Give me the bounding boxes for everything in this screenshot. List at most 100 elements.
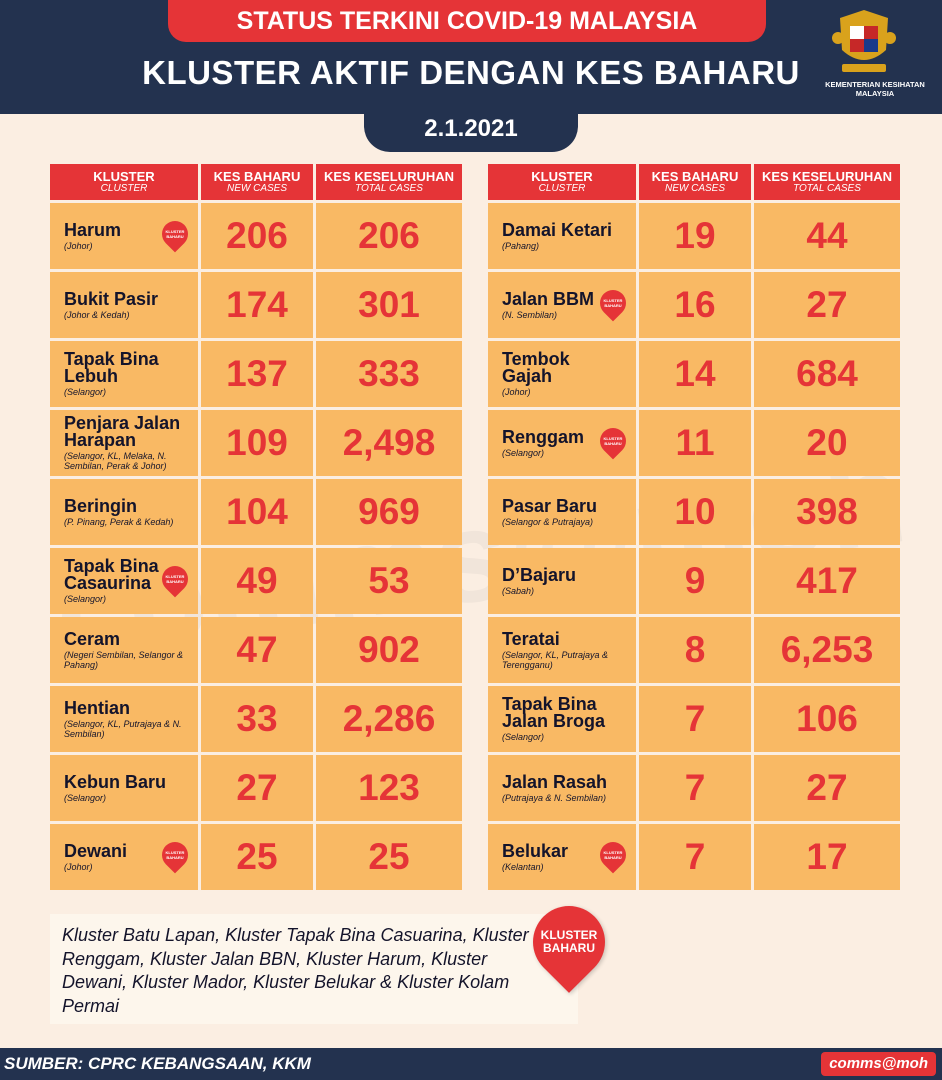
cluster-location: (Selangor & Putrajaya) <box>502 516 594 527</box>
cluster-name: Penjara Jalan Harapan <box>64 413 181 450</box>
total-cases-value: 123 <box>358 767 420 808</box>
new-cases-cell: 11 <box>639 410 751 476</box>
header-new-sublabel: NEW CASES <box>664 183 725 194</box>
cluster-location: (N. Sembilan) <box>502 309 558 320</box>
new-cases-value: 14 <box>674 353 716 394</box>
new-cases-value: 7 <box>684 767 706 808</box>
total-cases-value: 44 <box>806 215 848 256</box>
table-row: Damai Ketari (Pahang) 19 44 <box>488 203 900 269</box>
source-label: SUMBER: CPRC KEBANGSAAN, KKM <box>4 1054 311 1073</box>
new-cases-value: 19 <box>674 215 716 256</box>
cluster-location: (Selangor, KL, Putrajaya & N. Sembilan) <box>64 718 182 739</box>
new-cluster-pin-label: KLUSTER BAHARU <box>165 229 185 239</box>
table-row: Teratai (Selangor, KL, Putrajaya & Tereng… <box>488 617 900 683</box>
new-cases-value: 137 <box>226 353 288 394</box>
header-total-cases: KES KESELURUHAN TOTAL CASES <box>316 164 462 200</box>
cluster-name-wrap: D’Bajaru (Sabah) <box>502 548 632 614</box>
table-header: KLUSTER CLUSTER KES BAHARU NEW CASES KES… <box>488 164 900 200</box>
header-total-cases: KES KESELURUHAN TOTAL CASES <box>754 164 900 200</box>
header-total-sublabel: TOTAL CASES <box>793 183 861 194</box>
brand-badge: comms@moh <box>821 1052 936 1076</box>
new-cases-cell: 33 <box>201 686 313 752</box>
cluster-cell: Damai Ketari (Pahang) <box>488 203 636 269</box>
total-cases-cell: 417 <box>754 548 900 614</box>
header-total-label: KES KESELURUHAN <box>761 169 892 184</box>
new-cases-value: 174 <box>226 284 288 325</box>
new-cluster-pin-label: KLUSTER BAHARU <box>165 574 185 584</box>
table-header: KLUSTER CLUSTER KES BAHARU NEW CASES KES… <box>50 164 462 200</box>
cluster-name-wrap: Jalan Rasah (Putrajaya & N. Sembilan) <box>502 755 632 821</box>
total-cases-cell: 301 <box>316 272 462 338</box>
cluster-name: Dewani <box>64 840 128 861</box>
cluster-cell: Belukar (Kelantan) KLUSTER BAHARU <box>488 824 636 890</box>
new-cluster-pin-label: KLUSTER BAHARU <box>603 850 623 860</box>
new-cases-cell: 27 <box>201 755 313 821</box>
header-total-label: KES KESELURUHAN <box>323 169 454 184</box>
cluster-name: Belukar <box>502 840 569 861</box>
new-cluster-pin-label: KLUSTER BAHARU <box>165 850 185 860</box>
cluster-name-wrap: Penjara Jalan Harapan (Selangor, KL, Mela… <box>64 410 194 476</box>
cluster-name: Tapak Bina Jalan Broga <box>502 694 606 731</box>
new-cases-cell: 10 <box>639 479 751 545</box>
header-cluster-sublabel: CLUSTER <box>538 183 586 194</box>
cluster-name: Jalan Rasah <box>502 771 608 792</box>
total-cases-value: 27 <box>806 284 848 325</box>
total-cases-cell: 206 <box>316 203 462 269</box>
cluster-table-right: KLUSTER CLUSTER KES BAHARU NEW CASES KES… <box>488 164 900 890</box>
header-cluster: KLUSTER CLUSTER <box>50 164 198 200</box>
cluster-location: (Selangor) <box>502 732 545 742</box>
cluster-cell: Teratai (Selangor, KL, Putrajaya & Tereng… <box>488 617 636 683</box>
cluster-name: Tapak Bina Lebuh <box>64 349 159 386</box>
new-cases-cell: 49 <box>201 548 313 614</box>
table-row: Pasar Baru (Selangor & Putrajaya) 10 398 <box>488 479 900 545</box>
ministry-label: KEMENTERIAN KESIHATAN MALAYSIA <box>825 80 925 98</box>
date-label: 2.1.2021 <box>364 106 578 152</box>
cluster-name: Kebun Baru <box>64 771 167 792</box>
table-row: Tapak Bina Lebuh (Selangor) 137 333 <box>50 341 462 407</box>
total-cases-cell: 6,253 <box>754 617 900 683</box>
cluster-name: D’Bajaru <box>502 564 577 585</box>
new-cases-value: 7 <box>684 698 706 739</box>
new-cases-cell: 47 <box>201 617 313 683</box>
header-new-label: KES BAHARU <box>651 169 739 184</box>
total-cases-value: 301 <box>358 284 420 325</box>
total-cases-value: 684 <box>796 353 858 394</box>
new-cluster-pin-label: KLUSTER BAHARU <box>603 436 623 446</box>
cluster-name: Pasar Baru <box>502 495 598 516</box>
cluster-cell: Dewani (Johor) KLUSTER BAHARU <box>50 824 198 890</box>
cluster-name-wrap: Kebun Baru (Selangor) <box>64 755 194 821</box>
new-cases-cell: 206 <box>201 203 313 269</box>
table-row: Penjara Jalan Harapan (Selangor, KL, Mela… <box>50 410 462 476</box>
total-cases-cell: 684 <box>754 341 900 407</box>
table-row: D’Bajaru (Sabah) 9 417 <box>488 548 900 614</box>
cluster-cell: Harum (Johor) KLUSTER BAHARU <box>50 203 198 269</box>
new-clusters-list: Kluster Batu Lapan, Kluster Tapak Bina C… <box>62 925 529 1016</box>
new-cases-cell: 7 <box>639 686 751 752</box>
new-cases-cell: 14 <box>639 341 751 407</box>
cluster-name: Beringin <box>64 495 138 516</box>
header-new-cases: KES BAHARU NEW CASES <box>639 164 751 200</box>
cluster-location: (Selangor) <box>64 792 107 803</box>
status-banner: STATUS TERKINI COVID-19 MALAYSIA <box>168 0 766 42</box>
new-cases-cell: 7 <box>639 824 751 890</box>
cluster-name: Hentian <box>64 697 131 718</box>
new-cases-cell: 9 <box>639 548 751 614</box>
cluster-name-wrap: Belukar (Kelantan) <box>502 824 632 890</box>
total-cases-value: 398 <box>796 491 858 532</box>
new-cases-value: 206 <box>226 215 288 256</box>
total-cases-cell: 123 <box>316 755 462 821</box>
cluster-cell: Jalan BBM (N. Sembilan) KLUSTER BAHARU <box>488 272 636 338</box>
table-row: Beringin (P. Pinang, Perak & Kedah) 104 969 <box>50 479 462 545</box>
cluster-location: (Sabah) <box>502 585 535 596</box>
total-cases-cell: 27 <box>754 272 900 338</box>
total-cases-value: 969 <box>358 491 420 532</box>
header-new-sublabel: NEW CASES <box>226 183 287 194</box>
total-cases-cell: 27 <box>754 755 900 821</box>
cluster-location: (Johor) <box>64 861 93 872</box>
cluster-cell: Penjara Jalan Harapan (Selangor, KL, Mela… <box>50 410 198 476</box>
new-cases-value: 27 <box>236 767 278 808</box>
cluster-location: (Johor & Kedah) <box>64 309 130 320</box>
total-cases-cell: 2,498 <box>316 410 462 476</box>
new-cases-value: 8 <box>684 629 706 670</box>
cluster-name: Teratai <box>502 628 560 649</box>
